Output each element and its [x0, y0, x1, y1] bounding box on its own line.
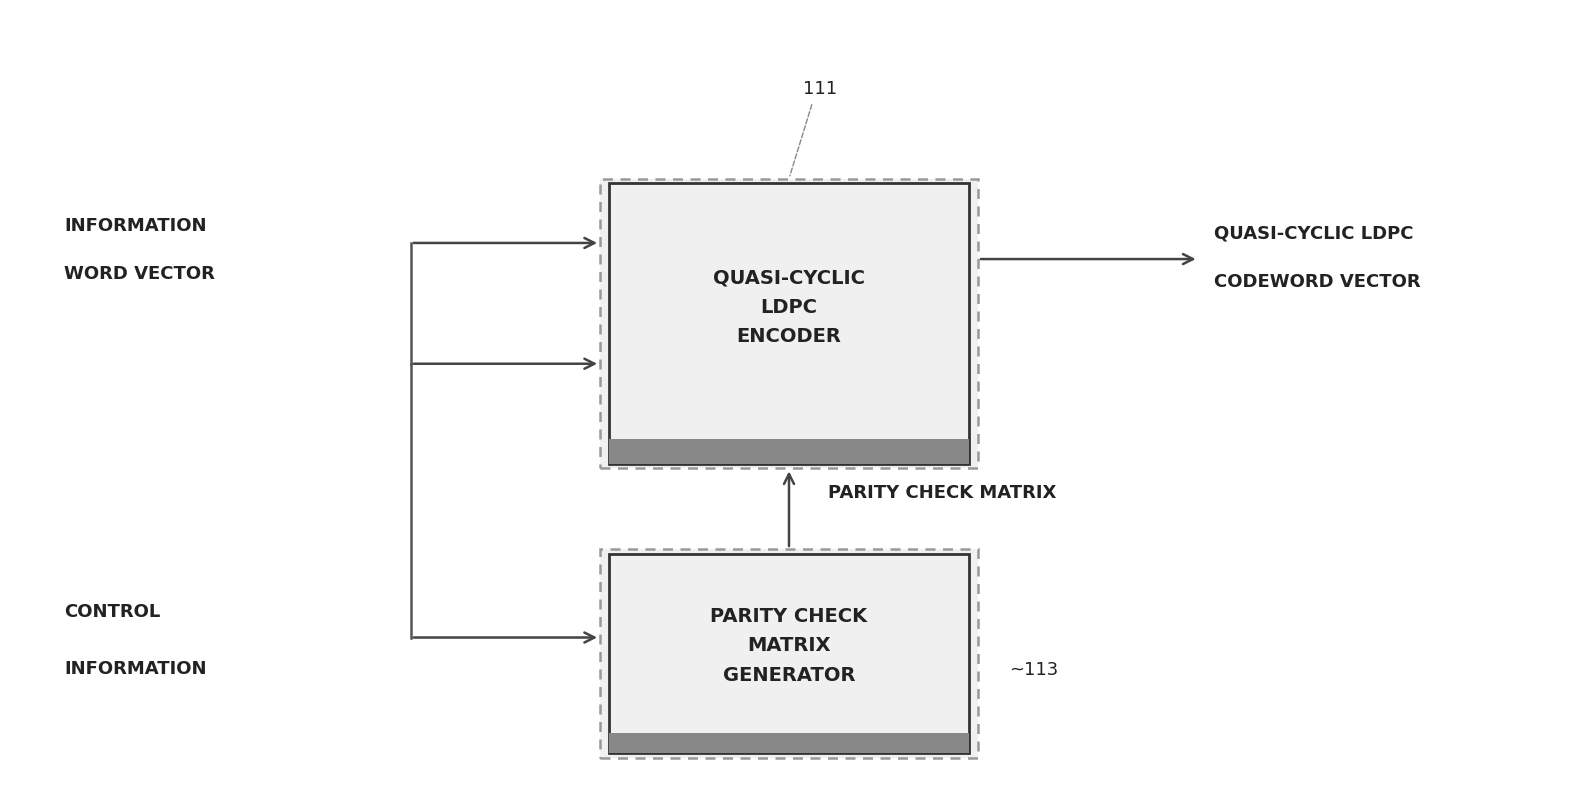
Bar [609, 440, 969, 464]
Bar [600, 549, 978, 758]
Text: CONTROL: CONTROL [65, 604, 161, 621]
Text: WORD VECTOR: WORD VECTOR [65, 265, 215, 284]
Text: QUASI-CYCLIC LDPC: QUASI-CYCLIC LDPC [1215, 225, 1414, 243]
Text: INFORMATION: INFORMATION [65, 217, 207, 235]
Text: QUASI-CYCLIC
LDPC
ENCODER: QUASI-CYCLIC LDPC ENCODER [713, 268, 865, 347]
Text: CODEWORD VECTOR: CODEWORD VECTOR [1215, 273, 1420, 291]
Bar [609, 183, 969, 464]
Bar [600, 179, 978, 469]
Bar [600, 549, 978, 758]
Text: PARITY CHECK
MATRIX
GENERATOR: PARITY CHECK MATRIX GENERATOR [710, 607, 868, 684]
Text: ~113: ~113 [1010, 661, 1059, 679]
Bar [600, 179, 978, 469]
Text: 111: 111 [803, 80, 838, 98]
Text: PARITY CHECK MATRIX: PARITY CHECK MATRIX [828, 483, 1057, 502]
Text: INFORMATION: INFORMATION [65, 660, 207, 678]
Bar [609, 734, 969, 754]
Bar [609, 553, 969, 754]
